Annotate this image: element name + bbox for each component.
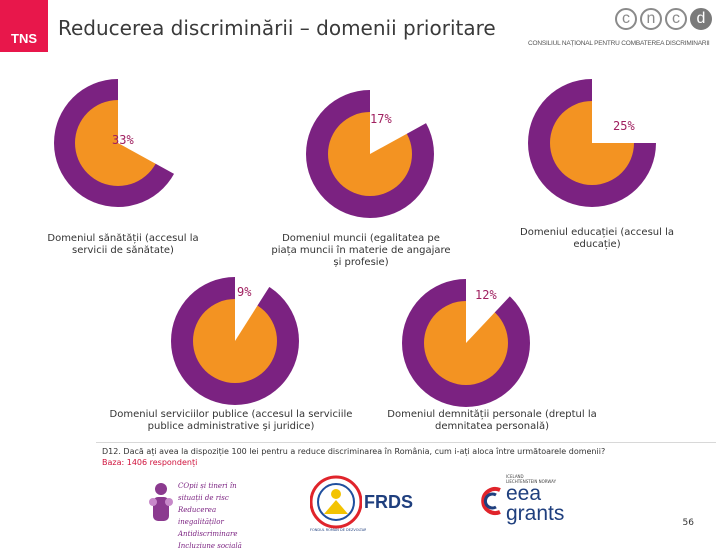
pct-label-work: 17% [370,112,392,126]
survey-base: Baza: 1406 respondenți [102,458,198,467]
pct-label-dignity: 12% [475,288,497,302]
cncd-logo: c n c d CONSILIUL NAȚIONAL PENTRU COMBAT… [528,8,720,52]
eea-countries: ICELAND LIECHTENSTEIN NORWAY [506,474,557,484]
cncd-letter: n [640,8,662,30]
frds-logo-text: FRDS [364,492,413,512]
pie-work [306,89,434,218]
cncd-letter: d [690,8,712,30]
pie-education [528,78,657,207]
cncd-subtitle: CONSILIUL NAȚIONAL PENTRU COMBATEREA DIS… [528,40,710,47]
cncd-letter: c [615,8,637,30]
pct-label-health: 33% [112,133,134,147]
cop-logo-line: Antidiscriminare [178,530,238,538]
pie-dignity [402,278,530,407]
cop-logo-line: Incluziune socială [178,542,242,550]
pie-health [54,78,183,207]
cncd-letter: c [665,8,687,30]
footer-divider [96,442,716,443]
pie-slice-health [118,78,183,175]
cop-logo-line: COpii și tineri în situații de risc [178,482,237,502]
pie-slice-dignity [466,278,511,343]
page-number: 56 [682,518,694,528]
cop-logo: COpii și tineri în situații de risc Redu… [148,476,258,550]
people-icon [149,483,173,521]
frds-logo-subtitle: FONDUL ROMÂN DE DEZVOLTARE SOCIALĂ [310,528,366,532]
frds-logo: FRDS FONDUL ROMÂN DE DEZVOLTARE SOCIALĂ [310,474,413,534]
pct-label-education: 25% [613,119,635,133]
eea-logo-text: eea [506,482,542,505]
pie-slice-education [592,78,657,143]
frds-emblem-icon [310,475,362,529]
page-title: Reducerea discriminării – domenii priori… [58,16,496,40]
domain-label-health: Domeniul sănătății (accesul la servicii … [47,233,199,256]
pie-slice-work [370,89,427,154]
domain-label-public-services: Domeniul serviciilor publice (accesul la… [109,409,353,432]
cncd-letters: c n c d [615,8,712,30]
domain-label-dignity: Domeniul demnității personale (dreptul l… [387,409,597,432]
domain-label-work: Domeniul muncii (egalitatea pe piața mun… [271,233,451,268]
pie-charts [54,78,657,407]
eea-grants-logo: ICELAND LIECHTENSTEIN NORWAY eea grants [478,474,588,534]
tns-logo: TNS [0,0,48,52]
pie-public-services [171,276,299,405]
domain-label-education: Domeniul educației (accesul la educație) [520,227,674,250]
pie-slice-public-services [235,276,270,341]
cop-logo-line: Reducerea inegalităților [178,506,224,526]
eea-swirl-icon [481,487,501,515]
tns-logo-text: TNS [11,31,37,46]
survey-question: D12. Dacă ați avea la dispoziție 100 lei… [102,447,606,456]
pct-label-public-services: 9% [237,285,252,299]
grants-logo-text: grants [506,502,565,525]
